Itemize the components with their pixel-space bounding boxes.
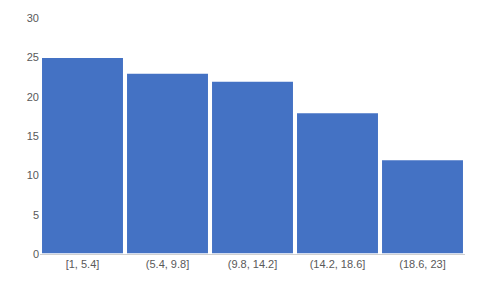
svg-text:(18.6, 23]: (18.6, 23]: [399, 258, 445, 270]
svg-text:15: 15: [27, 130, 39, 142]
svg-text:(9.8, 14.2]: (9.8, 14.2]: [228, 258, 278, 270]
svg-text:(14.2, 18.6]: (14.2, 18.6]: [310, 258, 366, 270]
svg-text:(5.4, 9.8]: (5.4, 9.8]: [146, 258, 189, 270]
svg-text:5: 5: [33, 209, 39, 221]
svg-text:25: 25: [27, 51, 39, 63]
svg-text:[1, 5.4]: [1, 5.4]: [66, 258, 100, 270]
svg-text:20: 20: [27, 91, 39, 103]
svg-text:10: 10: [27, 169, 39, 181]
svg-text:30: 30: [27, 12, 39, 24]
svg-text:0: 0: [33, 248, 39, 260]
